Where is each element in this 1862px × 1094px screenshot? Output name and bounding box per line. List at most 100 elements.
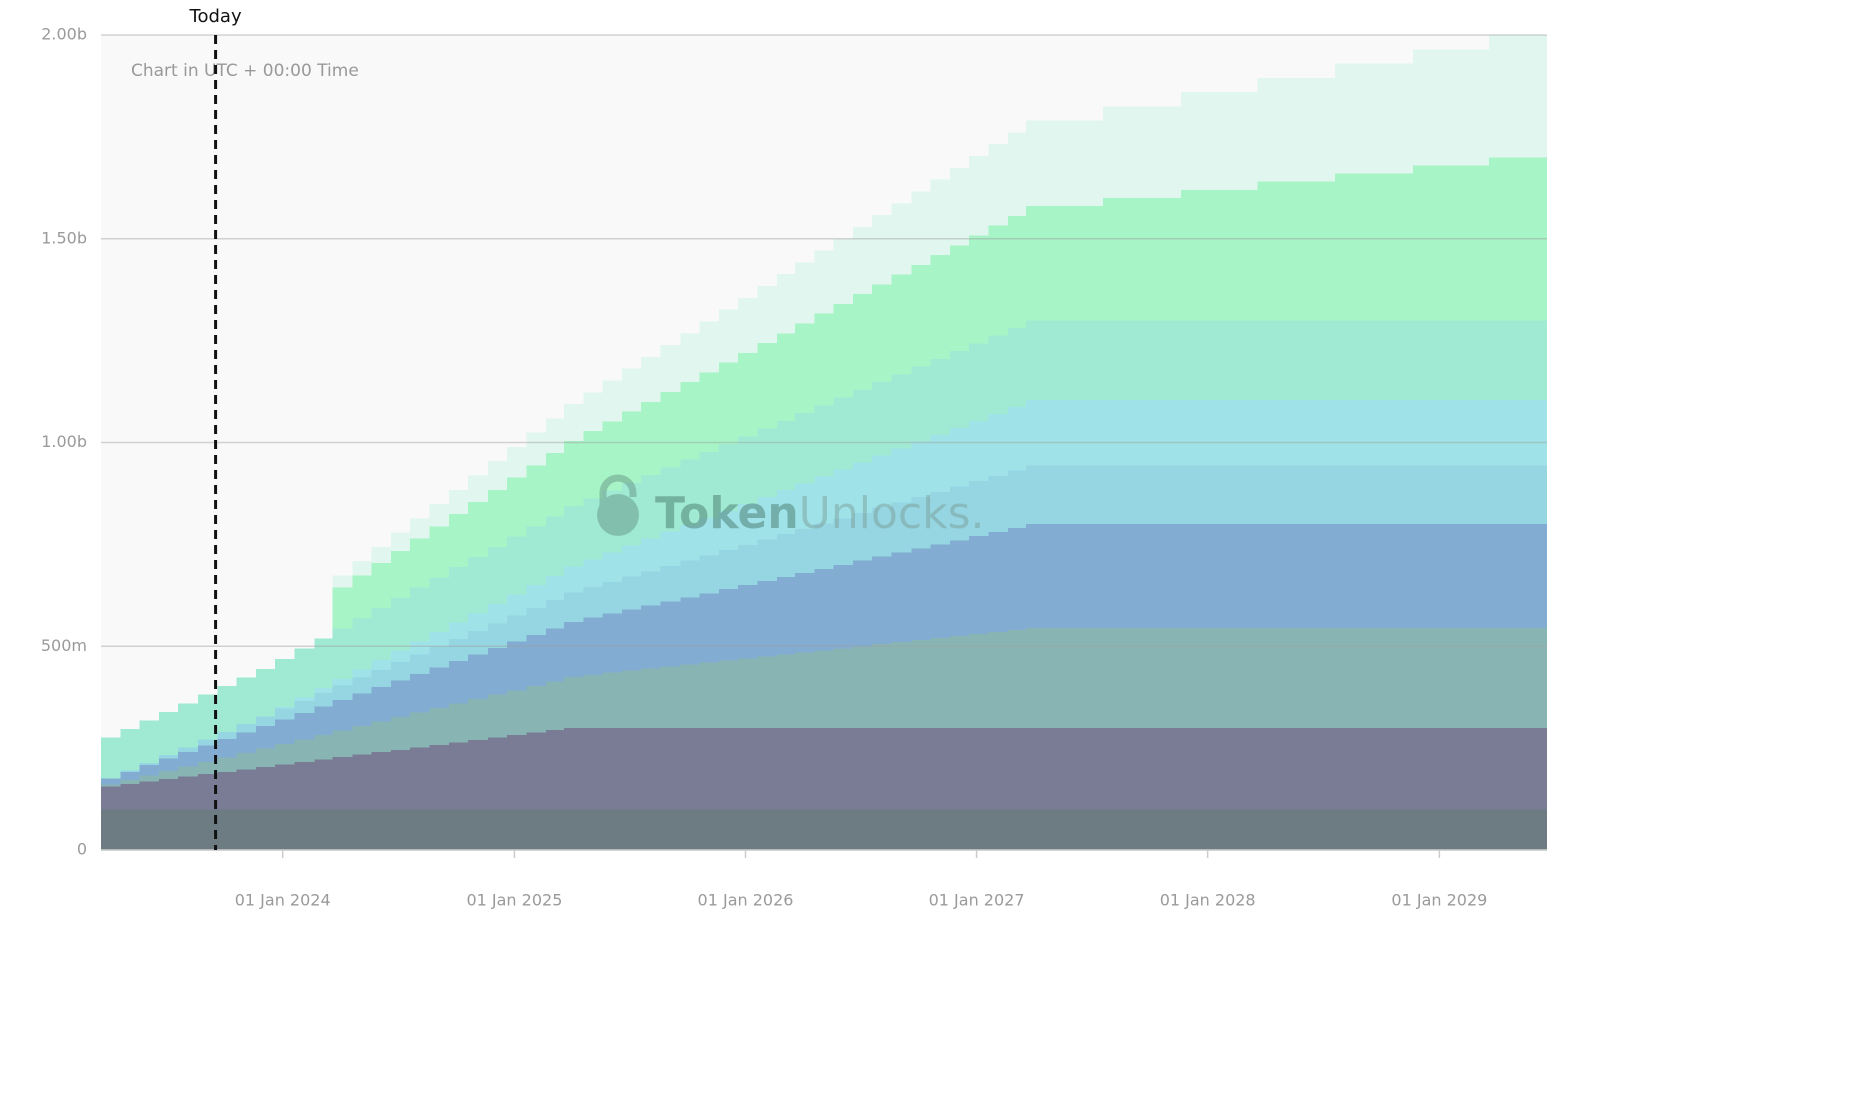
area-step [1181, 400, 1258, 466]
area-step [197, 774, 218, 810]
area-step [1181, 524, 1258, 628]
area-step [872, 727, 892, 810]
area-step [1181, 809, 1258, 850]
x-tick-label: 01 Jan 2025 [466, 891, 562, 910]
area-step [487, 737, 507, 810]
area-step [546, 628, 564, 682]
area-step [120, 779, 140, 784]
area-step [217, 739, 237, 758]
area-step [526, 809, 547, 850]
area-step [409, 809, 430, 850]
area-step [1488, 465, 1547, 524]
area-step [622, 482, 642, 546]
area-step [506, 615, 527, 642]
area-step [583, 674, 603, 728]
area-step [794, 323, 815, 414]
area-step [949, 351, 969, 428]
area-step [1488, 157, 1547, 321]
area-step [757, 497, 778, 540]
area-step [660, 601, 681, 667]
area-step [794, 572, 815, 653]
area-step [468, 631, 488, 655]
area-step [371, 721, 391, 753]
area-step [1488, 524, 1547, 628]
area-step [1103, 524, 1182, 628]
area-step [546, 418, 564, 454]
area-step [468, 475, 488, 502]
area-step [563, 506, 584, 567]
area-step [853, 560, 873, 647]
x-tick-label: 01 Jan 2028 [1160, 891, 1256, 910]
area-step [911, 809, 931, 850]
area-step [429, 646, 450, 668]
area-step [930, 358, 950, 435]
area-step [814, 313, 834, 406]
area-step [777, 274, 795, 334]
area-step [352, 561, 372, 576]
area-step [236, 724, 257, 733]
area-step [256, 726, 276, 749]
area-step [449, 809, 469, 850]
area-step [988, 727, 1009, 810]
area-step [468, 809, 488, 850]
area-step [680, 382, 700, 460]
area-step [197, 809, 218, 850]
area-step [968, 156, 989, 236]
area-step [757, 727, 778, 810]
area-step [891, 552, 912, 643]
area-step [449, 703, 469, 743]
area-step [968, 809, 989, 850]
area-step [814, 250, 834, 314]
area-step [1334, 465, 1413, 524]
area-step [1488, 727, 1547, 810]
area-step [526, 465, 547, 527]
area-step [718, 444, 738, 511]
area-step [1412, 400, 1489, 466]
area-step [275, 764, 295, 810]
area-step [197, 745, 218, 762]
area-step [777, 576, 795, 655]
area-step [332, 809, 353, 850]
area-step [217, 731, 237, 740]
area-step [583, 559, 603, 588]
area-step [794, 528, 815, 573]
area-step [583, 431, 603, 499]
area-step [718, 362, 738, 445]
area-step [506, 735, 527, 810]
area-step [680, 524, 700, 561]
area-step [891, 274, 912, 375]
area-step [737, 585, 758, 659]
area-step [429, 667, 450, 709]
area-step [718, 309, 738, 363]
area-step [1008, 809, 1026, 850]
watermark-bold: Token [655, 488, 799, 539]
area-step [1181, 465, 1258, 524]
area-step [737, 809, 758, 850]
area-step [294, 761, 315, 810]
area-step [814, 650, 834, 728]
area-step [1257, 465, 1335, 524]
area-step [872, 455, 892, 508]
area-step [680, 459, 700, 525]
area-step [891, 203, 912, 275]
area-step [139, 762, 160, 766]
area-step [546, 600, 564, 629]
area-step [1257, 809, 1335, 850]
area-step [737, 352, 758, 437]
area-step [139, 765, 160, 776]
area-step [853, 646, 873, 728]
area-step [217, 771, 237, 810]
area-step [217, 686, 237, 732]
area-step [988, 532, 1009, 632]
area-step [930, 544, 950, 639]
area-step [159, 779, 179, 810]
area-step [988, 413, 1009, 476]
area-step [699, 809, 719, 850]
area-step [371, 687, 391, 722]
area-step [602, 672, 623, 728]
area-step [409, 538, 430, 588]
x-tick-label: 01 Jan 2027 [929, 891, 1025, 910]
area-step [429, 577, 450, 632]
